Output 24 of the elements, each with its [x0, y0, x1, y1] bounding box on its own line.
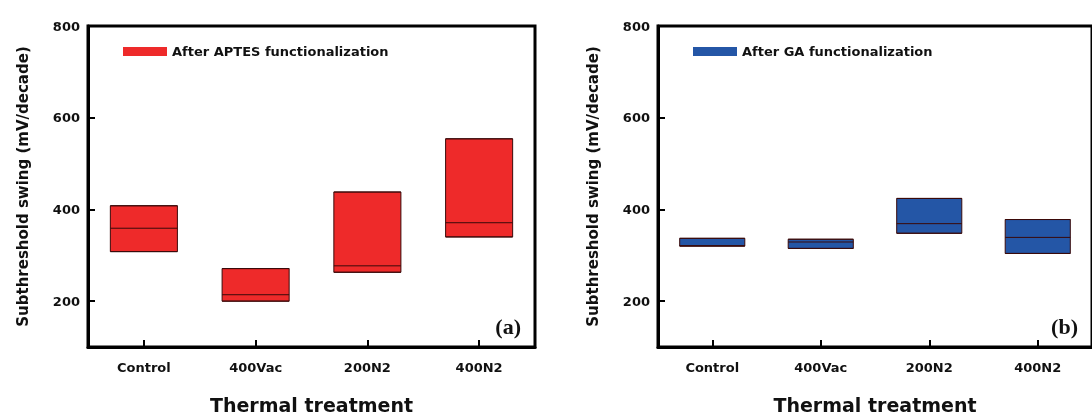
x-tick-label: 200N2 [343, 360, 391, 375]
y-tick-label: 800 [52, 18, 80, 34]
y-axis-title: Subthreshold swing (mV/decade) [13, 46, 32, 327]
y-tick-label: 200 [52, 293, 80, 309]
x-tick-label: 200N2 [905, 360, 953, 375]
y-tick-label: 400 [622, 201, 650, 217]
x-tick-label: Control [117, 360, 171, 375]
x-tick-label: Control [685, 360, 740, 375]
y-tick-label: 600 [622, 110, 650, 126]
y-tick-label: 400 [52, 201, 80, 217]
x-tick-label: 400N2 [455, 360, 503, 375]
annotation: (b) [1051, 313, 1078, 339]
annotation: (a) [495, 313, 521, 339]
legend-label: After APTES functionalization [172, 44, 389, 59]
y-tick-label: 200 [622, 293, 650, 309]
x-tick-label: 400Vac [229, 360, 283, 375]
x-axis-title: Thermal treatment [773, 393, 977, 416]
y-axis-title: Subthreshold swing (mV/decade) [583, 46, 602, 327]
legend-label: After GA functionalization [742, 44, 933, 59]
y-tick-label: 600 [52, 110, 80, 126]
y-tick-label: 800 [622, 18, 650, 34]
x-axis-title: Thermal treatment [209, 393, 414, 416]
x-tick-label: 400Vac [794, 360, 848, 375]
x-tick-label: 400N2 [1014, 360, 1062, 375]
